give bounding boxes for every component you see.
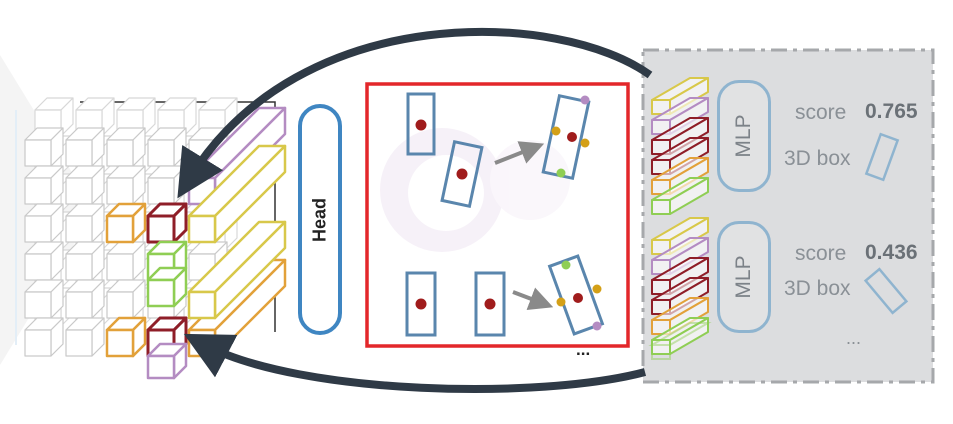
highlight-cube-purple <box>146 342 188 380</box>
grid-cube <box>147 127 187 167</box>
score-value-1: 0.765 <box>865 100 918 123</box>
head-label: Head <box>309 197 330 242</box>
refine-arrow-2 <box>512 287 554 310</box>
highlight-cube-orange <box>105 202 147 244</box>
proposal-center-1 <box>415 119 427 131</box>
proposal-box-1 <box>406 92 436 156</box>
highlight-cube-orange-2 <box>105 316 147 358</box>
keypoint-2a <box>561 260 571 270</box>
mlp-block-1: MLP <box>717 80 771 192</box>
grid-cube <box>106 241 146 281</box>
grid-cube <box>24 203 64 243</box>
grid-cube <box>65 165 105 205</box>
grid-cube <box>65 241 105 281</box>
proposal-box-2 <box>440 139 484 209</box>
point-cloud-background <box>380 128 570 252</box>
highlight-cube-red <box>146 202 188 244</box>
box3d-icon-1 <box>864 132 900 182</box>
grid-cube <box>24 165 64 205</box>
keypoint-1d <box>556 168 566 178</box>
query-stack-1 <box>651 77 709 215</box>
grid-cube <box>65 279 105 319</box>
keypoint-2b <box>556 297 566 307</box>
proposal-center-2 <box>456 168 468 180</box>
proposal-box-3 <box>405 271 437 337</box>
box-label-1: 3D box <box>784 147 851 170</box>
feature-bar-yellow <box>187 144 287 244</box>
feature-map-grid <box>24 97 287 380</box>
keypoint-1b <box>551 126 561 136</box>
grid-cube <box>106 127 146 167</box>
box-label-2: 3D box <box>784 277 851 300</box>
mlp-label-2: MLP <box>732 255 755 299</box>
proposal-boxes <box>405 92 605 337</box>
head-block: Head <box>298 104 342 335</box>
score-label-1: score <box>795 101 847 124</box>
keypoint-1c <box>580 138 590 148</box>
keypoint-2c <box>592 284 602 294</box>
mlp-label-1: MLP <box>732 114 755 158</box>
query-stack-2 <box>651 217 709 355</box>
top-feedback-arrow <box>177 27 653 199</box>
box3d-icon-2 <box>863 267 909 315</box>
grid-cube <box>65 203 105 243</box>
refined-center-2 <box>573 293 583 303</box>
mlp-block-2: MLP <box>717 221 771 333</box>
mlp-ellipsis: ... <box>846 328 862 348</box>
grid-cube <box>24 317 64 357</box>
grid-cube <box>65 127 105 167</box>
grid-cube-back <box>157 97 197 137</box>
grid-cube <box>106 165 146 205</box>
proposal-center-4 <box>484 298 496 310</box>
query-stack-faint <box>648 322 712 360</box>
highlight-cube-green-2 <box>146 266 188 308</box>
refined-center-1 <box>567 132 577 142</box>
bottom-feedback-arrow <box>183 333 647 393</box>
proposal-ellipsis: ... <box>576 340 591 359</box>
grid-cube <box>147 165 187 205</box>
proposal-box-4 <box>474 271 506 337</box>
refine-arrow-1 <box>494 141 545 165</box>
grid-cube <box>65 317 105 357</box>
proposal-center-3 <box>415 298 427 310</box>
grid-cube <box>106 279 146 319</box>
grid-cube <box>24 241 64 281</box>
keypoint-2d <box>592 321 602 331</box>
grid-cube <box>24 279 64 319</box>
query-feature-stacks <box>648 77 712 360</box>
grid-cube <box>24 127 64 167</box>
score-value-2: 0.436 <box>865 241 918 264</box>
score-label-2: score <box>795 242 847 265</box>
feature-bar-yellow-2 <box>187 220 287 320</box>
keypoint-1a <box>580 95 590 105</box>
grid-cube-back <box>116 97 156 137</box>
